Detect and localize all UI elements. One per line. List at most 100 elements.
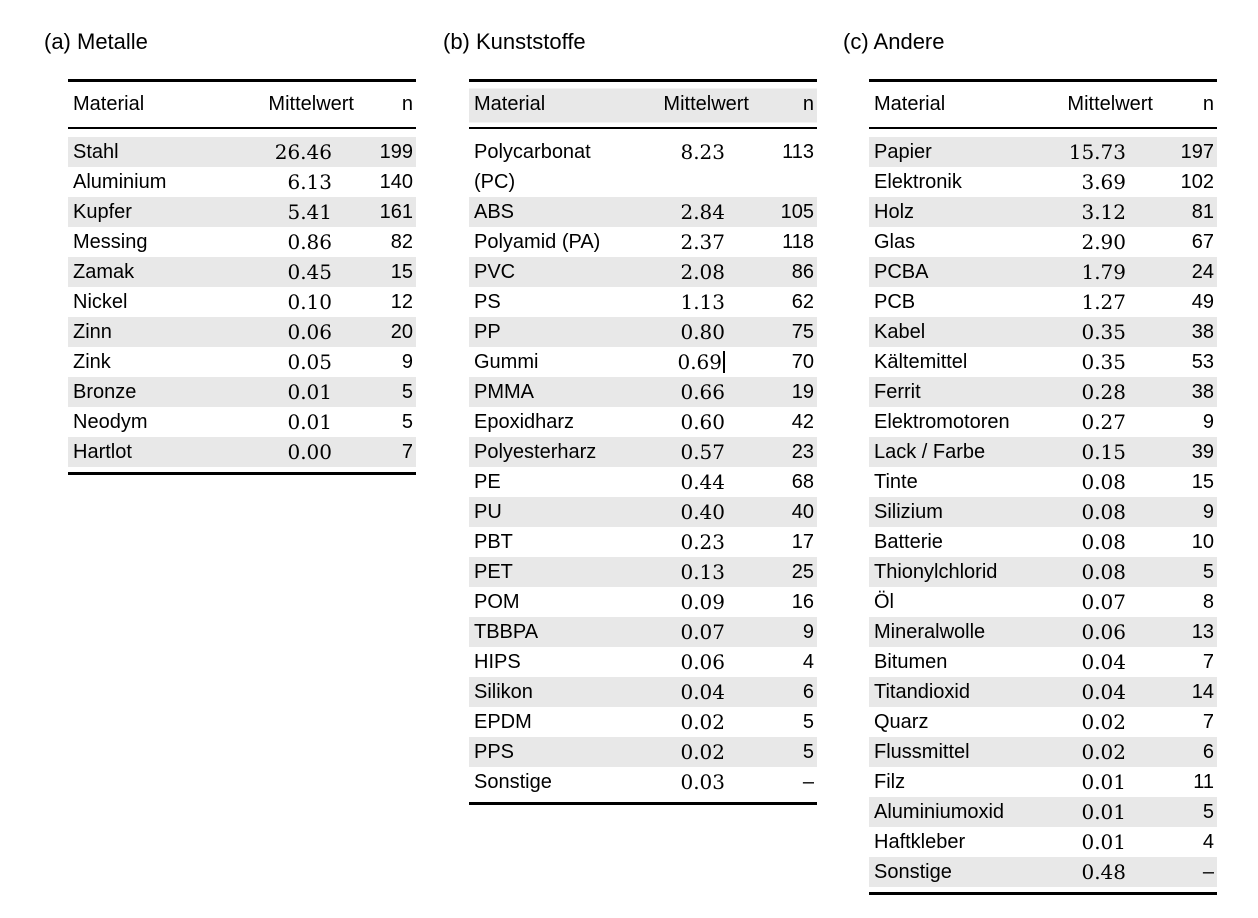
column-header-n: n xyxy=(354,80,416,129)
column-header-material: Material xyxy=(869,80,1044,129)
n-value-cell: 9 xyxy=(1202,411,1214,433)
material-cell: PU xyxy=(469,497,619,527)
material-cell: Bitumen xyxy=(874,651,948,673)
mean-value-cell: 0.07 xyxy=(619,617,749,647)
material-cell: Quarz xyxy=(874,711,929,733)
mean-value: 0.01 xyxy=(1081,770,1126,794)
subtable-caption-c: (c) Andere xyxy=(843,29,945,54)
table-row: Hartlot 0.00 7 xyxy=(68,437,416,467)
mean-value: 0.06 xyxy=(680,650,725,674)
n-value-cell: 42 xyxy=(791,411,814,433)
mean-value-cell: 0.06 xyxy=(248,317,354,347)
material-cell: Sonstige xyxy=(869,857,1044,887)
n-value-cell: 11 xyxy=(1193,771,1214,793)
table-row: PMMA 0.66 19 xyxy=(469,377,817,407)
material-cell: PS xyxy=(474,291,501,313)
n-value-cell: 67 xyxy=(1191,231,1214,253)
mean-value-cell: 0.08 xyxy=(1044,527,1153,557)
mean-value: 0.03 xyxy=(680,770,725,794)
table-row: Thionylchlorid 0.08 5 xyxy=(869,557,1217,587)
material-cell: Titandioxid xyxy=(869,677,1044,707)
n-value-cell: 8 xyxy=(1202,591,1214,613)
table-row: Messing 0.86 82 xyxy=(68,227,416,257)
mean-value: 0.04 xyxy=(1081,650,1126,674)
material-cell: Epoxidharz xyxy=(474,411,575,433)
n-value-cell: – xyxy=(802,771,814,793)
mean-value: 0.08 xyxy=(1081,470,1126,494)
mean-value: 0.44 xyxy=(680,470,725,494)
mean-value-cell: 2.37 xyxy=(619,227,749,257)
material-cell: PPS xyxy=(469,737,619,767)
n-value-cell: 6 xyxy=(1153,737,1217,767)
table-row: Kabel 0.35 38 xyxy=(869,317,1217,347)
table-row: PP 0.80 75 xyxy=(469,317,817,347)
n-value-cell: 81 xyxy=(1153,197,1217,227)
table-row: PU 0.40 40 xyxy=(469,497,817,527)
mean-value: 0.04 xyxy=(680,680,725,704)
n-value-cell: 25 xyxy=(749,557,817,587)
table-row: Papier 15.73 197 xyxy=(869,137,1217,167)
mean-value: 0.02 xyxy=(1081,740,1126,764)
mean-value-cell: 0.02 xyxy=(1044,707,1153,737)
table-row: PPS 0.02 5 xyxy=(469,737,817,767)
mean-value-cell: 0.60 xyxy=(619,407,749,437)
mean-value-cell: 0.01 xyxy=(1044,827,1153,857)
mean-value-cell: 0.05 xyxy=(248,347,354,377)
material-cell: EPDM xyxy=(474,711,532,733)
column-header-n: n xyxy=(1153,80,1217,129)
mean-value-cell: 8.23 xyxy=(619,137,749,197)
material-cell: PE xyxy=(474,471,501,493)
column-header-mittelwert: Mittelwert xyxy=(1044,80,1153,129)
n-value-cell: 199 xyxy=(354,137,416,167)
mean-value: 26.46 xyxy=(274,140,332,164)
mean-value-cell: 2.08 xyxy=(619,257,749,287)
header-row: Material Mittelwert n xyxy=(869,80,1217,129)
mean-value-cell: 0.02 xyxy=(619,737,749,767)
mean-value: 6.13 xyxy=(287,170,332,194)
mean-value-cell: 1.27 xyxy=(1044,287,1153,317)
material-cell: Bronze xyxy=(68,377,248,407)
material-cell: ABS xyxy=(469,197,619,227)
mean-value: 0.06 xyxy=(1081,620,1126,644)
row-spacer xyxy=(68,128,416,137)
n-value-cell: 62 xyxy=(791,291,814,313)
mean-value: 2.37 xyxy=(680,230,725,254)
table-row: Öl 0.07 8 xyxy=(869,587,1217,617)
mean-value-cell: 5.41 xyxy=(248,197,354,227)
mean-value: 0.01 xyxy=(1081,830,1126,854)
mean-value: 0.23 xyxy=(680,530,725,554)
material-cell: Mineralwolle xyxy=(869,617,1044,647)
table-row: POM 0.09 16 xyxy=(469,587,817,617)
mean-value: 0.60 xyxy=(680,410,725,434)
mean-value-cell: 0.35 xyxy=(1044,317,1153,347)
mean-value: 0.48 xyxy=(1081,860,1126,884)
mean-value-cell: 1.79 xyxy=(1044,257,1153,287)
mean-value-cell: 0.15 xyxy=(1044,437,1153,467)
mean-value-cell: 0.01 xyxy=(248,407,354,437)
table-row: Sonstige 0.03 – xyxy=(469,767,817,797)
material-cell: PCBA xyxy=(869,257,1044,287)
mean-value: 0.06 xyxy=(287,320,332,344)
n-value-cell: 15 xyxy=(354,257,416,287)
n-value-cell: 75 xyxy=(749,317,817,347)
material-cell: Tinte xyxy=(874,471,918,493)
table-row: Stahl 26.46 199 xyxy=(68,137,416,167)
material-cell: Thionylchlorid xyxy=(869,557,1044,587)
n-value-cell: 19 xyxy=(749,377,817,407)
table-row: Titandioxid 0.04 14 xyxy=(869,677,1217,707)
table-row: Holz 3.12 81 xyxy=(869,197,1217,227)
material-cell: HIPS xyxy=(474,651,521,673)
table-row: Mineralwolle 0.06 13 xyxy=(869,617,1217,647)
mean-value-cell: 0.07 xyxy=(1044,587,1153,617)
material-cell: Zamak xyxy=(68,257,248,287)
mean-value: 15.73 xyxy=(1068,140,1126,164)
n-value-cell: 113 xyxy=(782,141,814,163)
material-cell: Lack / Farbe xyxy=(869,437,1044,467)
mean-value: 0.80 xyxy=(680,320,725,344)
mean-value-cell: 0.01 xyxy=(1044,767,1153,797)
mean-value: 5.41 xyxy=(287,200,332,224)
mean-value: 0.01 xyxy=(1081,800,1126,824)
table-row: Kältemittel 0.35 53 xyxy=(869,347,1217,377)
subtable-andere: (c) Andere Material Mittelwert n Papier 1… xyxy=(843,27,1217,895)
n-value-cell: 38 xyxy=(1153,377,1217,407)
